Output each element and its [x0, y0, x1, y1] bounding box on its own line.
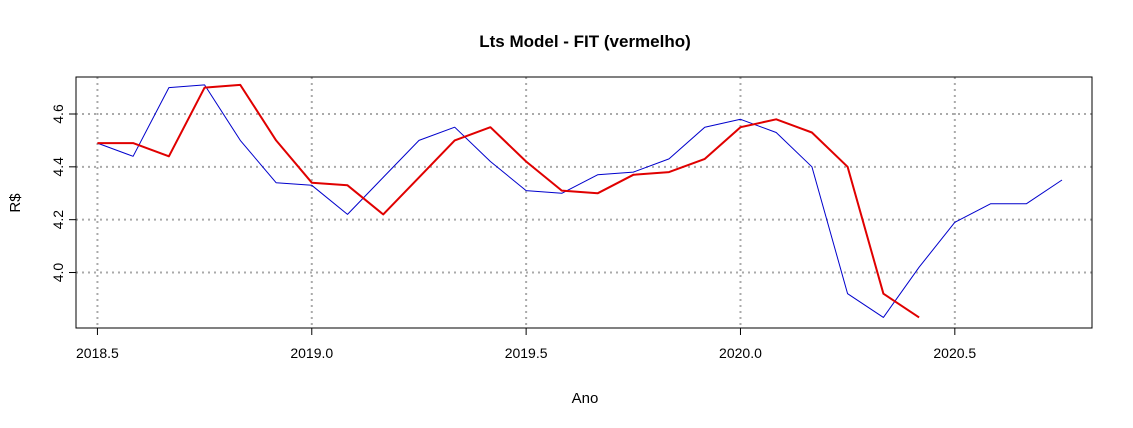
series-line-2	[97, 83, 920, 319]
grid	[76, 77, 1092, 328]
x-axis-label: Ano	[572, 390, 599, 407]
plot-frame	[75, 76, 1093, 329]
y-tick-label: 4.6	[50, 104, 66, 124]
y-tick-label: 4.2	[50, 210, 66, 230]
series-line-1	[97, 84, 1063, 318]
x-tick-label: 2018.5	[76, 345, 119, 361]
chart-title: Lts Model - FIT (vermelho)	[479, 32, 691, 51]
x-axis: 2018.5 2019.0 2019.5 2020.0 2020.5	[76, 327, 976, 361]
x-tick-label: 2019.0	[290, 345, 333, 361]
y-tick-label: 4.0	[50, 263, 66, 283]
y-tick-label: 4.4	[50, 157, 66, 177]
series-layer	[97, 83, 1063, 319]
x-tick-label: 2020.5	[933, 345, 976, 361]
y-axis-label: R$	[7, 193, 24, 213]
x-tick-label: 2019.5	[505, 345, 548, 361]
x-tick-label: 2020.0	[719, 345, 762, 361]
y-axis: 4.0 4.2 4.4 4.6	[50, 104, 77, 283]
